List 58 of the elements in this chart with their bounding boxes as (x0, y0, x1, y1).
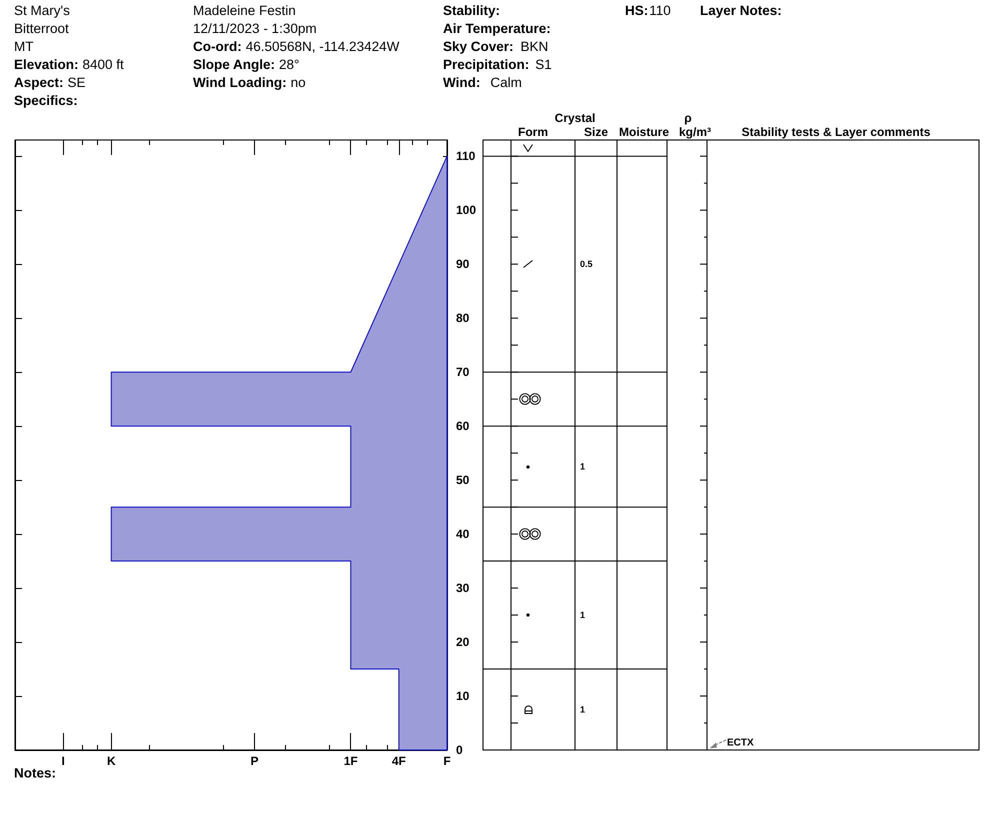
text: Calm (490, 75, 522, 90)
text: 46.50568N, -114.23424W (246, 39, 400, 54)
y-tick-label: 90 (456, 257, 470, 272)
y-tick-label: 110 (456, 149, 476, 164)
y-tick-label: 20 (456, 635, 470, 650)
text: 12/11/2023 - 1:30pm (193, 21, 317, 36)
x-tick-label: K (106, 754, 116, 768)
text: 1 (580, 704, 586, 715)
text: Specifics: (14, 93, 78, 108)
text: Precipitation: (443, 57, 530, 72)
text: 28° (279, 57, 300, 72)
text: BKN (520, 39, 548, 54)
text: Crystal (554, 111, 596, 125)
x-tick-label: P (250, 754, 258, 768)
text: Madeleine Festin (193, 3, 296, 18)
y-tick-label: 70 (456, 365, 470, 380)
y-tick-label: 100 (456, 203, 476, 218)
y-tick-label: 0 (456, 743, 463, 757)
x-tick-label: I (61, 754, 65, 768)
x-tick-label: 1F (344, 754, 358, 768)
text: Wind: (443, 75, 480, 90)
text: Size (584, 125, 608, 139)
text: Wind Loading: (193, 75, 287, 90)
text: MT (14, 39, 34, 54)
y-tick-label: 60 (456, 419, 470, 434)
text: ECTX (727, 738, 754, 748)
y-tick-label: 50 (456, 473, 470, 488)
x-tick-label: 4F (392, 754, 406, 768)
text: Air Temperature: (443, 21, 551, 36)
y-tick-label: 80 (456, 311, 470, 326)
text: Elevation: (14, 57, 79, 72)
text: HS: (625, 3, 648, 18)
text: Sky Cover: (443, 39, 514, 54)
text: Co-ord: (193, 39, 242, 54)
text: St Mary's (14, 3, 70, 18)
text: Stability tests & Layer comments (742, 125, 931, 139)
text: 0.5 (580, 259, 593, 270)
text: 8400 ft (82, 57, 124, 72)
text: 1 (580, 610, 586, 620)
text: SE (68, 75, 86, 90)
text: 110 (649, 3, 671, 18)
text: no (290, 75, 306, 90)
y-tick-label: 30 (456, 581, 470, 596)
text: Slope Angle: (193, 57, 276, 72)
x-tick-label: F (443, 754, 451, 768)
text: Layer Notes: (700, 3, 782, 18)
text: S1 (535, 57, 552, 72)
text: Bitterroot (14, 21, 69, 36)
text: kg/m³ (678, 125, 712, 139)
text: Form (518, 125, 548, 139)
text: Stability: (443, 3, 500, 18)
text: Aspect: (14, 75, 64, 90)
y-tick-label: 40 (456, 527, 470, 542)
y-tick-label: 10 (456, 689, 470, 704)
text: Notes: (14, 766, 56, 780)
text: Moisture (618, 125, 670, 139)
text: 1 (580, 462, 586, 472)
text: ρ (684, 111, 692, 125)
